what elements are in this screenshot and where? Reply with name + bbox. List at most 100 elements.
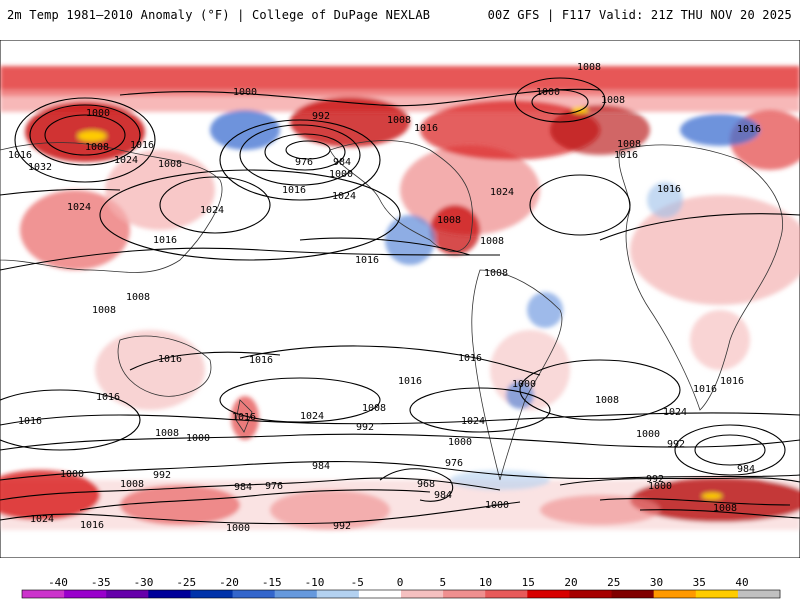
isobar-label: 1000 — [512, 379, 536, 390]
isobar-label: 1000 — [329, 169, 353, 180]
isobar-label: 1024 — [332, 191, 356, 202]
isobar-label: 992 — [356, 422, 374, 433]
isobar-label: 1016 — [398, 376, 422, 387]
colorbar-segment — [653, 590, 697, 598]
isobar-label: 1016 — [8, 150, 32, 161]
isobar-label: 1008 — [120, 479, 144, 490]
isobar-label: 1000 — [636, 429, 660, 440]
colorbar-tick-label: -30 — [133, 576, 154, 589]
colorbar-segment — [190, 590, 234, 598]
colorbar-segment — [527, 590, 570, 598]
colorbar-segment — [695, 590, 739, 598]
isobar-label: 968 — [417, 479, 435, 490]
colorbar — [21, 589, 781, 599]
colorbar-tick-label: 25 — [607, 576, 621, 589]
isobar-label: 1024 — [663, 407, 687, 418]
isobar-label: 1008 — [601, 95, 625, 106]
isobar-contours — [0, 77, 800, 525]
colorbar-segment — [106, 590, 149, 598]
colorbar-segment — [232, 590, 276, 598]
isobar-label: 1016 — [158, 354, 182, 365]
colorbar-segment — [148, 590, 191, 598]
isobar-label: 1016 — [614, 150, 638, 161]
map-title: 2m Temp 1981–2010 Anomaly (°F) | College… — [7, 8, 431, 22]
isobar-label: 1000 — [60, 469, 84, 480]
anomaly-shading — [0, 66, 800, 530]
isobar-labels: 1008 1000 992 1008 1000 1000 1016 1008 1… — [8, 62, 761, 534]
isobar-label: 1008 — [362, 403, 386, 414]
isobar-label: 1016 — [96, 392, 120, 403]
isobar-label: 1000 — [648, 481, 672, 492]
isobar-label: 1024 — [67, 202, 91, 213]
isobar-label: 1024 — [200, 205, 224, 216]
isobar-label: 1008 — [158, 159, 182, 170]
isobar-label: 1008 — [595, 395, 619, 406]
colorbar-segment — [64, 590, 107, 598]
isobar-label: 992 — [646, 474, 664, 485]
isobar-label: 1008 — [617, 139, 641, 150]
coastlines — [0, 140, 783, 481]
isobar-label: 1016 — [693, 384, 717, 395]
temperature-anomaly-map: 1008 1000 992 1008 1000 1000 1016 1008 1… — [0, 40, 800, 558]
colorbar-tick-label: 30 — [649, 576, 664, 589]
isobar-label: 984 — [312, 461, 330, 472]
model-run-valid-time: 00Z GFS | F117 Valid: 21Z THU NOV 20 202… — [487, 8, 792, 22]
isobar-label: 1016 — [80, 520, 104, 531]
colorbar-segment — [569, 590, 613, 598]
isobar-label: 1016 — [282, 185, 306, 196]
isobar-label: 1024 — [30, 514, 54, 525]
isobar-label: 1008 — [387, 115, 411, 126]
isobar-label: 1008 — [577, 62, 601, 73]
isobar-label: 976 — [265, 481, 283, 492]
isobar-label: 1000 — [536, 87, 560, 98]
isobar-label: 1000 — [186, 433, 210, 444]
colorbar-segment — [485, 590, 528, 598]
colorbar-tick-label: -25 — [176, 576, 197, 589]
isobar-label: 1008 — [437, 215, 461, 226]
colorbar-segment — [737, 590, 781, 598]
colorbar-tick-label: 40 — [735, 576, 749, 589]
colorbar-segment — [22, 590, 65, 598]
isobar-label: 1016 — [355, 255, 379, 266]
isobar-label: 992 — [153, 470, 171, 481]
isobar-label: 1000 — [448, 437, 472, 448]
isobar-label: 1008 — [480, 236, 504, 247]
colorbar-segment — [443, 590, 486, 598]
isobar-label: 992 — [333, 521, 351, 532]
isobar-label: 1024 — [490, 187, 514, 198]
colorbar-segment — [274, 590, 318, 598]
colorbar-segments — [21, 589, 781, 599]
isobar-label: 1008 — [155, 428, 179, 439]
isobar-label: 984 — [434, 490, 452, 501]
isobar-label: 984 — [737, 464, 755, 475]
isobar-label: 1016 — [153, 235, 177, 246]
isobar-label: 1024 — [114, 155, 138, 166]
isobar-label: 992 — [312, 111, 330, 122]
isobar-label: 1000 — [485, 500, 509, 511]
isobar-label: 1016 — [18, 416, 42, 427]
colorbar-tick-label: -40 — [48, 576, 68, 589]
isobar-label: 1024 — [461, 416, 485, 427]
isobar-label: 1008 — [85, 142, 109, 153]
colorbar-segment — [401, 590, 444, 598]
isobar-label: 992 — [667, 439, 685, 450]
isobar-label: 1008 — [484, 268, 508, 279]
isobar-label: 1024 — [300, 411, 324, 422]
isobar-label: 976 — [445, 458, 463, 469]
colorbar-tick-label: -20 — [219, 576, 239, 589]
isobar-label: 1016 — [720, 376, 744, 387]
colorbar-tick-label: 10 — [478, 576, 493, 589]
header-bar: 2m Temp 1981–2010 Anomaly (°F) | College… — [0, 0, 800, 38]
colorbar-tick-label: -35 — [90, 576, 111, 589]
colorbar-segment — [611, 590, 655, 598]
colorbar-tick-label: -10 — [304, 576, 325, 589]
colorbar-tick-label: 35 — [692, 576, 706, 589]
isobar-label: 976 — [295, 157, 313, 168]
isobar-label: 1008 — [713, 503, 737, 514]
isobar-label: 1016 — [130, 140, 154, 151]
colorbar-tick-label: -5 — [350, 576, 364, 589]
colorbar-tick-label: 5 — [439, 576, 447, 589]
isobar-label: 1000 — [86, 108, 110, 119]
isobar-label: 1016 — [737, 124, 761, 135]
colorbar-outline — [21, 589, 781, 599]
